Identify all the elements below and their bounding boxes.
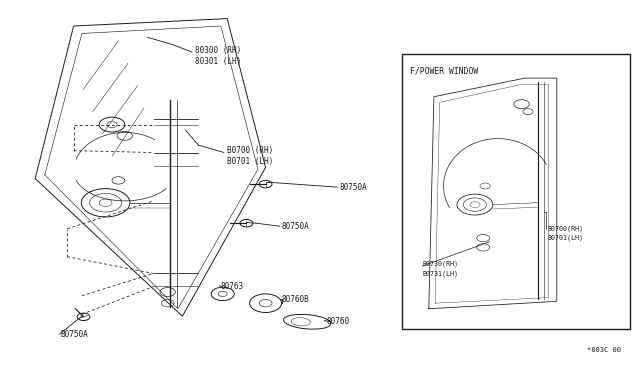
Text: 80301 (LH): 80301 (LH)	[195, 57, 241, 66]
Text: 80760B: 80760B	[282, 295, 309, 304]
Text: 80750A: 80750A	[339, 183, 367, 192]
Text: F/POWER WINDOW: F/POWER WINDOW	[410, 66, 478, 75]
Text: 80763: 80763	[221, 282, 244, 291]
Text: 80300 (RH): 80300 (RH)	[195, 46, 241, 55]
Text: B0750A: B0750A	[61, 330, 88, 339]
Bar	[402, 54, 630, 329]
Text: B0701 (LH): B0701 (LH)	[227, 157, 273, 166]
Text: 80750A: 80750A	[282, 222, 309, 231]
Text: *803C 00: *803C 00	[587, 347, 621, 353]
Text: B0730(RH): B0730(RH)	[422, 261, 458, 267]
Text: B0700 (RH): B0700 (RH)	[227, 146, 273, 155]
Text: 80701(LH): 80701(LH)	[547, 235, 583, 241]
Text: 80700(RH): 80700(RH)	[547, 225, 583, 232]
Text: 80760: 80760	[326, 317, 349, 326]
Text: B0731(LH): B0731(LH)	[422, 270, 458, 277]
